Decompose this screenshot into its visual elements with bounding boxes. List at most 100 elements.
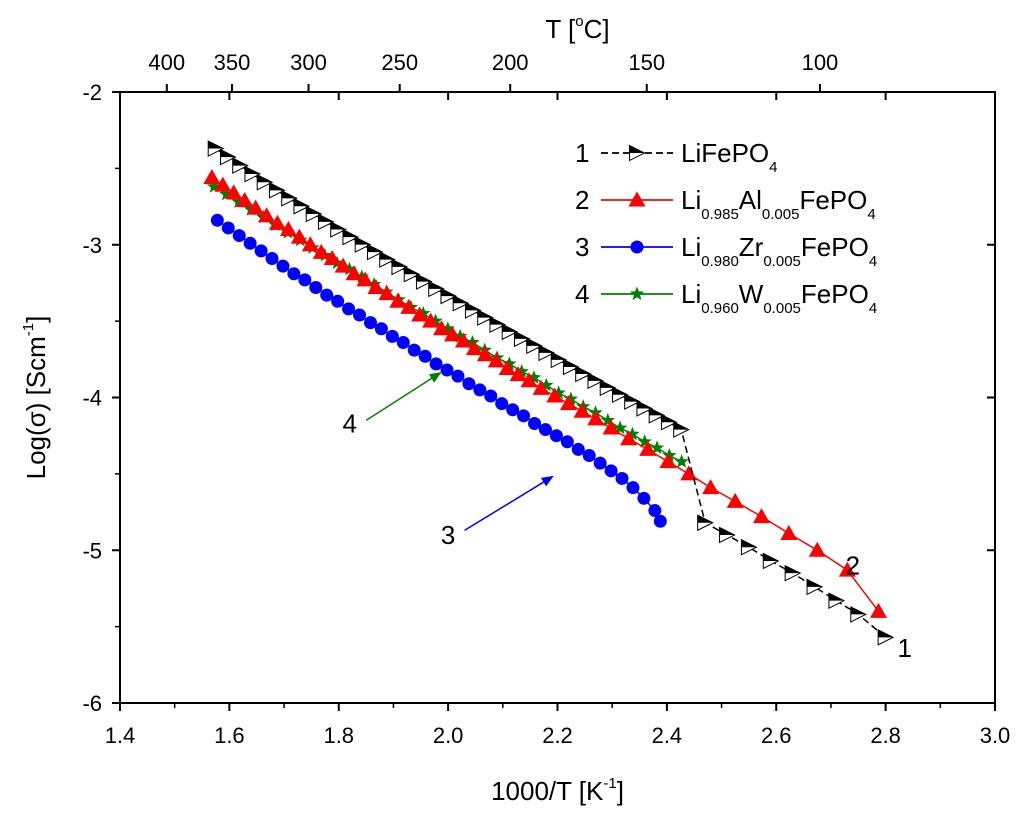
legend-label-subscript: 4 — [769, 159, 777, 176]
series-1-point — [489, 316, 507, 333]
series-1-point — [317, 213, 335, 231]
series-2-point — [546, 387, 564, 403]
series-1-point-fill — [719, 527, 735, 535]
series-2-point — [225, 184, 243, 200]
series-4-point — [637, 434, 652, 448]
legend-item-4: 4 Li0.960W0.005FePO4 — [575, 279, 877, 317]
series-4-point — [440, 321, 455, 335]
series-2-point — [520, 372, 538, 388]
series-1-point-fill — [697, 515, 713, 523]
series-1-point — [587, 372, 605, 390]
series-3-point — [396, 336, 410, 350]
legend-label-subscript: 4 — [869, 253, 877, 270]
series-2-point — [454, 332, 472, 348]
series-1-point-fill — [306, 206, 322, 215]
series-1-point — [354, 236, 372, 253]
legend-label-part: Li — [681, 185, 701, 215]
series-4-point — [625, 426, 640, 441]
series-3-point — [232, 229, 246, 243]
series-1-point-fill — [551, 352, 567, 360]
series-4-point — [551, 385, 566, 399]
legend-label-part: FePO — [801, 232, 869, 262]
x-axis-title-main: 1000/T [K — [491, 776, 604, 806]
series-2-point — [258, 207, 276, 223]
series-2-point — [587, 410, 605, 426]
annotation-label-1: 1 — [898, 633, 912, 663]
series-2-point — [444, 326, 461, 342]
legend-number: 1 — [575, 138, 589, 168]
top-axis-title: T [oC] — [545, 13, 609, 44]
series-3-point — [484, 389, 498, 403]
top-tick-label: 200 — [492, 50, 529, 75]
series-1-point-fill — [330, 221, 346, 230]
series-2-point — [345, 265, 363, 281]
series-4-point — [612, 420, 628, 435]
series-1-point-fill — [807, 579, 823, 587]
top-tick-label: 300 — [290, 50, 327, 75]
series-1-point-fill — [850, 606, 866, 615]
series-1-point-fill — [244, 166, 260, 175]
series-4-point — [465, 335, 480, 349]
series-1-point-fill — [612, 387, 628, 395]
legend-number: 3 — [575, 232, 589, 262]
series-2-point — [620, 430, 638, 446]
x-tick-label: 2.6 — [761, 723, 792, 748]
series-1-point — [719, 526, 736, 544]
legend-label-subscript: 0.960 — [701, 300, 739, 317]
series-3-point — [353, 308, 367, 322]
x-tick-label: 2.2 — [542, 723, 573, 748]
annotation-arrow-3 — [464, 475, 554, 532]
series-1-point-fill — [624, 394, 640, 402]
series-1-point — [550, 351, 568, 369]
x-tick-label: 1.6 — [214, 723, 245, 748]
series-3-point — [528, 416, 542, 430]
series-1-point — [219, 148, 237, 166]
series-1-point — [268, 182, 286, 199]
series-1-point-fill — [208, 141, 224, 149]
series-1-point-fill — [367, 244, 383, 253]
series-3-point — [462, 377, 476, 391]
series-1-point — [538, 344, 556, 362]
series-1-point-fill — [281, 190, 297, 199]
series-2-point — [214, 176, 232, 192]
series-3-point — [342, 302, 356, 316]
series-1-point — [464, 302, 482, 319]
y-tick-label: -4 — [82, 386, 102, 411]
series-1-point — [452, 294, 470, 312]
series-3-point — [560, 435, 574, 449]
series-2-point — [726, 492, 744, 508]
legend-label-part: LiFePO — [681, 138, 769, 168]
series-1-point-fill — [391, 259, 407, 267]
series-1-point-fill — [538, 345, 554, 353]
series-1-point — [850, 606, 867, 623]
series-1-point — [697, 514, 714, 532]
series-1-point-fill — [220, 149, 236, 158]
series-3-point — [604, 464, 618, 478]
series-3-point — [418, 349, 432, 363]
top-axis-title-sup: o — [575, 13, 583, 30]
series-1-point — [660, 413, 678, 431]
series-1-point-fill — [453, 295, 469, 304]
series-4-point — [453, 328, 468, 343]
legend-label-part: FePO — [801, 279, 869, 309]
series-1-point — [501, 323, 519, 341]
series-2-point — [639, 440, 657, 456]
x-tick-label: 2.4 — [652, 723, 683, 748]
series-1-point-fill — [587, 373, 603, 381]
top-axis-title-main: T [ — [545, 14, 576, 44]
series-1-point — [740, 538, 758, 556]
x-tick-label: 1.4 — [105, 723, 136, 748]
top-tick-label: 150 — [628, 50, 665, 75]
series-2-point — [532, 379, 550, 395]
series-3-point — [440, 363, 454, 377]
series-4-point — [231, 194, 246, 209]
top-axis-title-end: C] — [584, 14, 610, 44]
legend-label-subscript: 0.005 — [763, 300, 801, 317]
series-3-point — [407, 343, 421, 357]
legend-label: Li0.985Al0.005FePO4 — [681, 185, 876, 223]
series-3-point — [265, 251, 279, 265]
y-axis-title-main: Log(σ) [Scm — [21, 336, 51, 479]
series-2-point — [279, 220, 297, 236]
legend-label-subscript: 4 — [867, 206, 875, 223]
